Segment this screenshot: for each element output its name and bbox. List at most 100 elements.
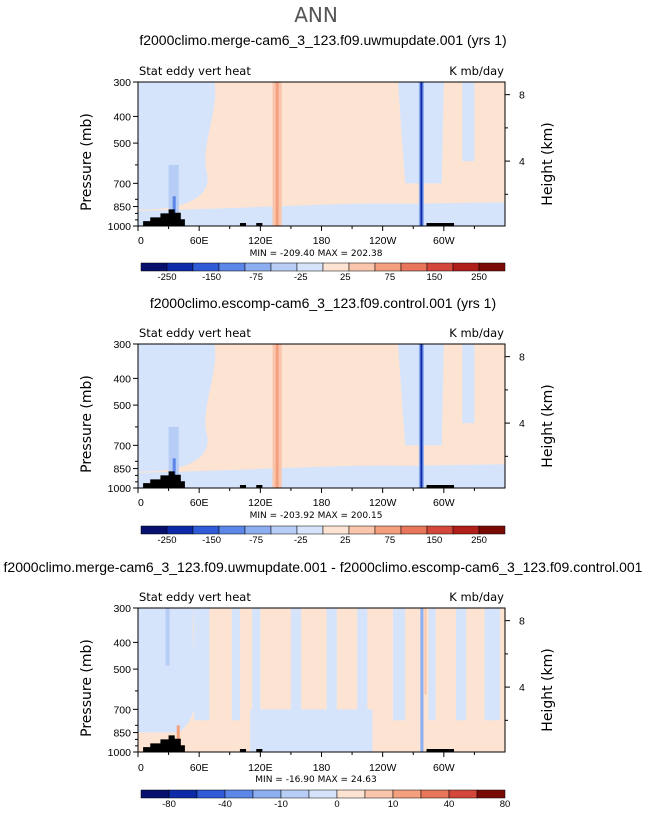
contour-panel-2: f2000climo.escomp-cam6_3_123.f09.control… xyxy=(79,295,556,546)
topography-mask xyxy=(143,735,455,752)
colorbar-label: 25 xyxy=(340,535,351,546)
contour-fill-negative xyxy=(420,344,423,488)
colorbar-swatch xyxy=(452,525,480,535)
colorbar-label: 40 xyxy=(444,799,455,810)
contour-fill-negative xyxy=(168,164,179,226)
x-tick-label: 60E xyxy=(190,235,209,247)
colorbar-label: -80 xyxy=(162,799,176,810)
contour-fill-positive xyxy=(176,725,180,752)
colorbar-swatch xyxy=(400,525,428,535)
y-tick-label: 850 xyxy=(113,202,131,214)
contour-field xyxy=(138,608,505,752)
colorbar-swatch xyxy=(196,789,226,799)
y-tick-label: 300 xyxy=(113,77,131,89)
contour-fill-negative xyxy=(231,608,240,721)
colorbar-swatch xyxy=(348,525,376,535)
colorbar: -250 -150 -75 -25 25 75 150 250 xyxy=(140,262,506,283)
colorbar-label: 150 xyxy=(426,272,442,283)
colorbar-label: 250 xyxy=(471,272,487,283)
contour-field xyxy=(138,344,505,488)
topography-mask xyxy=(143,471,455,488)
x-tick-label: 0 xyxy=(138,497,144,509)
contour-fill-negative xyxy=(138,82,216,210)
y-tick-label: 500 xyxy=(113,664,131,676)
x-tick-label: 120W xyxy=(369,762,397,774)
colorbar-label: -150 xyxy=(202,535,221,546)
y-tick-label: 700 xyxy=(113,178,131,190)
y-right-tick-label: 4 xyxy=(519,418,525,430)
x-tick-label: 120E xyxy=(248,762,273,774)
y-axis-right-label: Height (km) xyxy=(540,384,556,467)
y-tick-label: 1000 xyxy=(108,221,132,233)
colorbar-swatch xyxy=(218,525,246,535)
contour-fill-negative xyxy=(168,426,179,488)
colorbar-swatch xyxy=(392,789,422,799)
contour-fill-negative xyxy=(138,464,505,488)
x-tick-label: 120W xyxy=(369,497,397,509)
x-tick-label: 60W xyxy=(433,235,455,247)
x-tick-label: 0 xyxy=(138,762,144,774)
min-max-label: MIN = -203.92 MAX = 200.15 xyxy=(250,511,383,521)
colorbar-swatch xyxy=(374,262,402,272)
y-tick-label: 400 xyxy=(113,637,131,649)
colorbar-swatch xyxy=(244,525,272,535)
colorbar-swatch xyxy=(478,262,506,272)
y-tick-label: 400 xyxy=(113,373,131,385)
contour-fill-positive xyxy=(424,608,427,695)
colorbar-label: 75 xyxy=(385,535,396,546)
colorbar-label: 10 xyxy=(388,799,399,810)
colorbar-swatch xyxy=(140,789,170,799)
y-right-tick-label: 8 xyxy=(519,90,525,102)
colorbar-swatch xyxy=(270,525,298,535)
contour-fill-negative xyxy=(138,608,197,733)
colorbar-label: -150 xyxy=(202,272,221,283)
y-tick-label: 700 xyxy=(113,440,131,452)
units-label: K mb/day xyxy=(449,64,504,78)
contour-fill-negative xyxy=(484,608,500,721)
contour-fill-negative xyxy=(290,608,302,721)
colorbar-label: -25 xyxy=(294,535,308,546)
y-tick-label: 850 xyxy=(113,728,131,740)
contour-fill-negative xyxy=(138,202,505,226)
x-tick-label: 60E xyxy=(190,497,209,509)
contour-fill-negative xyxy=(428,608,436,721)
x-tick-label: 120W xyxy=(369,235,397,247)
colorbar-swatch xyxy=(348,262,376,272)
contour-fill-negative xyxy=(252,608,261,721)
y-right-tick-label: 4 xyxy=(519,156,525,168)
colorbar-swatch xyxy=(364,789,394,799)
colorbar-swatch xyxy=(218,262,246,272)
colorbar-swatch xyxy=(322,262,350,272)
contour-fill-negative xyxy=(420,608,424,752)
colorbar-swatch xyxy=(166,262,194,272)
colorbar-swatch xyxy=(168,789,198,799)
colorbar-swatch xyxy=(322,525,350,535)
colorbar-swatch xyxy=(420,789,450,799)
colorbar-swatch xyxy=(192,525,220,535)
colorbar-swatch xyxy=(244,262,272,272)
x-tick-label: 180 xyxy=(313,497,331,509)
min-max-label: MIN = -16.90 MAX = 24.63 xyxy=(255,775,376,785)
contour-fill-negative xyxy=(138,344,216,472)
x-tick-label: 0 xyxy=(138,235,144,247)
x-tick-label: 120E xyxy=(248,235,273,247)
colorbar-label: -250 xyxy=(157,535,176,546)
x-tick-label: 60W xyxy=(433,497,455,509)
variable-label: Stat eddy vert heat xyxy=(139,64,251,78)
colorbar-label: -25 xyxy=(294,272,308,283)
contour-field xyxy=(138,82,505,226)
variable-label: Stat eddy vert heat xyxy=(139,590,251,604)
colorbar-label: 80 xyxy=(500,799,511,810)
colorbar-swatch xyxy=(192,262,220,272)
panel-title: f2000climo.merge-cam6_3_123.f09.uwmupdat… xyxy=(4,559,643,575)
colorbar-swatch xyxy=(336,789,366,799)
colorbar-label: -75 xyxy=(249,535,263,546)
colorbar-label: 250 xyxy=(471,535,487,546)
colorbar-swatch xyxy=(478,525,506,535)
colorbar-swatch xyxy=(296,525,324,535)
contour-fill-negative xyxy=(357,608,368,721)
colorbar-swatch xyxy=(270,262,298,272)
x-tick-label: 60E xyxy=(190,762,209,774)
y-tick-label: 300 xyxy=(113,603,131,615)
